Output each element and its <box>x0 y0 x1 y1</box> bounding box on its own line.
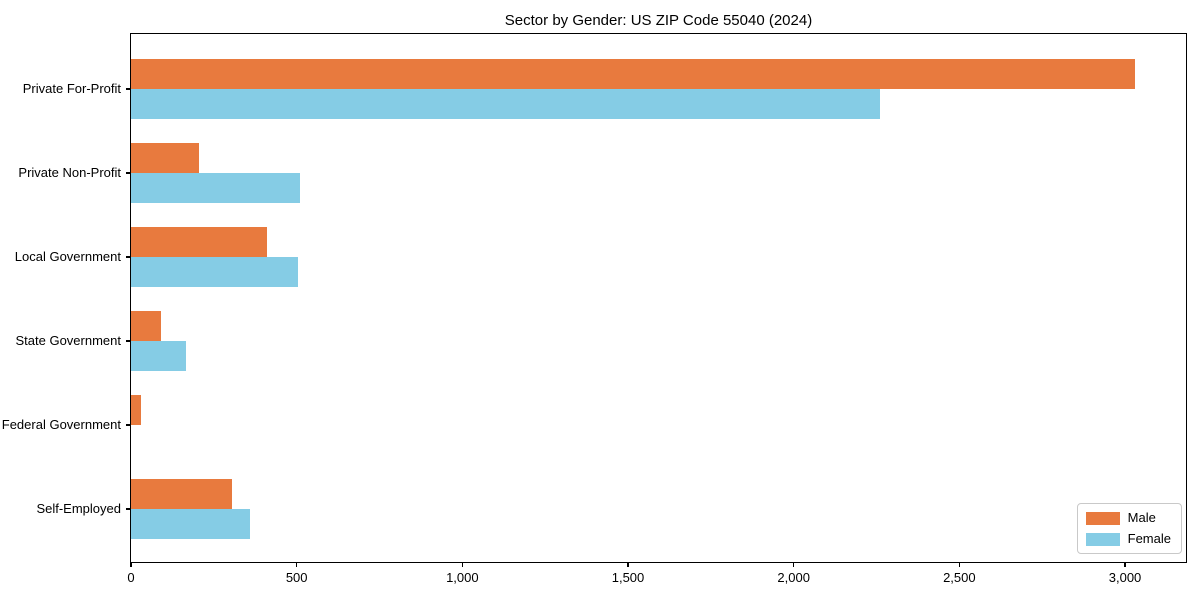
y-tick-private-for-profit <box>126 88 131 90</box>
x-tick-label-3-000: 3,000 <box>1108 570 1142 585</box>
chart-title: Sector by Gender: US ZIP Code 55040 (202… <box>504 12 813 29</box>
y-tick-local-government <box>126 256 131 258</box>
bar-female-local-government <box>131 257 299 287</box>
x-tick-label-500: 500 <box>285 570 308 585</box>
legend-swatch-female-icon <box>1085 532 1120 546</box>
plot-area: Private For-Profit Private Non-Profit Loca… <box>2 33 1187 585</box>
y-category-label-local-government: Local Government <box>14 249 121 264</box>
bar-female-private-non-profit <box>131 173 300 203</box>
bar-male-local-government <box>131 227 267 257</box>
y-category-label-self-employed: Self-Employed <box>36 501 121 516</box>
bar-female-private-for-profit <box>131 89 880 119</box>
bar-male-federal-government <box>131 395 141 425</box>
x-tick-1-000 <box>461 562 464 567</box>
legend-swatch-male-icon <box>1085 511 1120 525</box>
x-tick-0 <box>130 562 132 567</box>
bar-female-self-employed <box>131 509 251 539</box>
x-tick-3-000 <box>1124 562 1126 567</box>
legend-item-male: Male <box>1085 510 1171 525</box>
bar-female-state-government <box>131 341 186 371</box>
y-category-label-state-government: State Government <box>15 333 122 348</box>
bar-male-state-government <box>131 311 161 341</box>
x-tick-2-000 <box>792 562 795 567</box>
y-category-label-private-non-profit: Private Non-Profit <box>18 165 121 180</box>
bar-male-self-employed <box>131 479 233 509</box>
y-tick-state-government <box>126 340 131 342</box>
y-tick-self-employed <box>126 508 131 510</box>
x-tick-1-500 <box>627 562 629 567</box>
y-category-label-private-for-profit: Private For-Profit <box>22 81 121 96</box>
y-tick-private-non-profit <box>126 172 131 174</box>
x-tick-label-0: 0 <box>127 570 135 585</box>
x-tick-label-2-500: 2,500 <box>943 570 976 585</box>
x-tick-label-1-000: 1,000 <box>446 570 479 585</box>
legend-label-male: Male <box>1127 510 1156 525</box>
y-category-label-federal-government: Federal Government <box>1 417 121 432</box>
y-tick-federal-government <box>126 424 131 426</box>
bar-male-private-for-profit <box>131 59 1135 89</box>
legend: Male Female <box>1076 503 1182 554</box>
x-tick-label-2-000: 2,000 <box>777 570 810 585</box>
x-tick-500 <box>295 562 298 567</box>
x-tick-2-500 <box>958 562 961 567</box>
legend-item-female: Female <box>1085 531 1171 546</box>
legend-label-female: Female <box>1127 531 1171 546</box>
x-tick-label-1-500: 1,500 <box>611 570 645 585</box>
bar-male-private-non-profit <box>131 143 199 173</box>
